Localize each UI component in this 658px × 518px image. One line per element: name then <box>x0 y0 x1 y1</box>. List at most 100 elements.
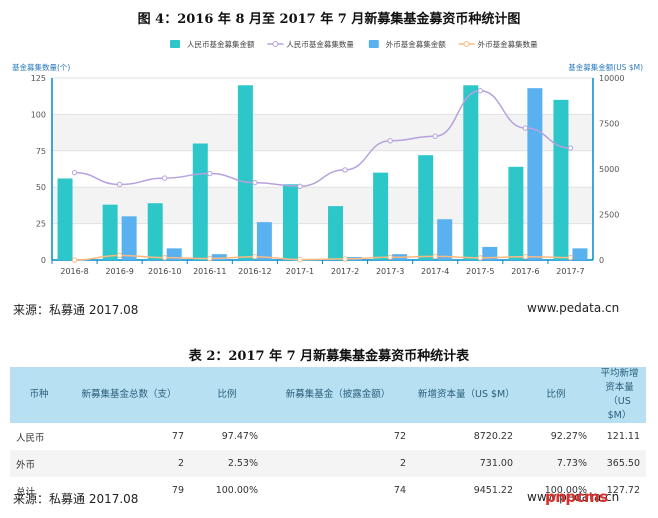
point-rmb-count <box>162 175 168 181</box>
cell-avg-capital: 121.11 <box>606 431 640 442</box>
cell-currency: 人民币 <box>16 432 45 444</box>
x-tick-label: 2016-9 <box>105 267 133 276</box>
point-rmb-count <box>432 133 438 139</box>
x-tick-label: 2016-10 <box>148 267 181 276</box>
legend-label: 外币基金募集数量 <box>478 39 538 49</box>
table-site: www.pedata.cn <box>527 490 620 504</box>
bar-rmb-amount <box>192 143 208 260</box>
point-foreign-count <box>207 255 213 262</box>
right-tick-label: 2500 <box>599 211 619 220</box>
x-tick-label: 2016-8 <box>60 267 88 276</box>
point-foreign-count <box>116 252 123 259</box>
point-foreign-count <box>387 254 393 260</box>
left-axis-title: 基金募集数量(个) <box>12 62 70 72</box>
left-tick-label: 0 <box>41 256 46 265</box>
x-tick-label: 2017-2 <box>331 267 359 276</box>
bar-foreign-amount <box>211 254 227 260</box>
legend-label: 人民币基金募集金额 <box>187 39 255 49</box>
bar-rmb-amount <box>57 178 73 260</box>
table-header-row: 币种 新募集基金总数（支） 比例 新募集基金（披露金额） 新增资本量（US $M… <box>10 367 646 423</box>
table-title: 表 2：2017 年 7 月新募集基金募资币种统计表 <box>188 349 470 364</box>
cell-ratio-1: 100.00% <box>215 485 258 496</box>
cell-fund-count: 2 <box>68 450 190 477</box>
left-tick-label: 100 <box>31 110 46 119</box>
bar-rmb-amount <box>237 85 253 260</box>
cell-ratio-2: 100.00% <box>544 485 587 496</box>
legend-swatch-point <box>463 41 470 47</box>
header-ratio-1: 比例 <box>190 367 264 423</box>
cell-currency: 外币 <box>10 450 68 477</box>
bar-rmb-amount <box>508 166 524 260</box>
figure-site: www.pedata.cn <box>527 301 620 315</box>
cell-currency: 总计 <box>16 486 36 498</box>
cell-ratio-1: 97.47% <box>221 431 258 442</box>
legend-swatch-point <box>272 41 279 47</box>
legend-label: 人民币基金募集数量 <box>286 39 354 49</box>
header-currency: 币种 <box>10 367 68 423</box>
cell-avg-capital: 365.50 <box>593 450 646 477</box>
cell-new-capital: 731.00 <box>412 450 519 477</box>
fund-currency-chart: 0 25 50 75 100 125 0 2500 5000 7500 10000 基金募集数量(个)… <box>12 39 643 276</box>
bar-foreign-amount <box>482 246 498 260</box>
x-tick-label: 2017-5 <box>466 267 494 276</box>
left-tick-label: 125 <box>31 74 46 83</box>
cell-disclosed-funds: 74 <box>393 485 406 496</box>
right-tick-label: 0 <box>599 256 604 265</box>
point-rmb-count <box>297 183 303 189</box>
right-tick-label: 5000 <box>599 165 619 174</box>
cell-fund-count: 79 <box>171 485 184 496</box>
bar-rmb-amount <box>463 85 479 260</box>
header-avg-capital: 平均新增资本量（US $M） <box>593 367 646 423</box>
x-tick-label: 2017-1 <box>286 267 314 276</box>
point-rmb-count <box>116 181 123 188</box>
bar-rmb-amount <box>102 204 118 260</box>
header-new-capital: 新增资本量（US $M） <box>412 367 519 423</box>
table-row: 人民币 77 97.47% 72 8720.22 92.27% 121.11 <box>10 423 646 450</box>
header-fund-count: 新募集基金总数（支） <box>68 367 190 423</box>
cell-disclosed-funds: 72 <box>393 431 406 442</box>
currency-stats-table: 币种 新募集基金总数（支） 比例 新募集基金（披露金额） 新增资本量（US $M… <box>10 367 646 504</box>
grid-band <box>52 114 593 151</box>
x-tick-label: 2016-12 <box>238 267 271 276</box>
bar-rmb-amount <box>328 206 344 260</box>
bar-foreign-amount <box>437 219 453 260</box>
point-foreign-count <box>567 254 574 261</box>
right-tick-label: 7500 <box>599 120 619 129</box>
bar-rmb-amount <box>147 203 163 260</box>
point-rmb-count <box>522 125 529 131</box>
bar-rmb-amount <box>373 172 389 260</box>
point-rmb-count <box>342 167 348 173</box>
cell-new-capital: 8720.22 <box>473 431 513 442</box>
point-rmb-count <box>207 170 213 177</box>
cell-disclosed-funds: 2 <box>264 450 412 477</box>
point-rmb-count <box>252 179 258 186</box>
grid-band <box>52 187 593 224</box>
bar-rmb-amount <box>418 155 434 260</box>
cell-ratio-1: 2.53% <box>190 450 264 477</box>
point-foreign-count <box>252 254 258 260</box>
bar-rmb-amount <box>282 184 298 260</box>
right-tick-label: 10000 <box>599 74 624 83</box>
legend-label: 外币基金募集金额 <box>386 39 446 49</box>
table-row: 外币 2 2.53% 2 731.00 7.73% 365.50 <box>10 450 646 477</box>
bar-foreign-amount <box>121 216 137 260</box>
right-axis-title: 基金募集金额(US $M) <box>568 62 643 72</box>
bar-foreign-amount <box>166 248 182 260</box>
cell-new-capital: 9451.22 <box>473 485 513 496</box>
point-rmb-count <box>567 145 574 151</box>
point-foreign-count <box>522 254 529 260</box>
point-foreign-count <box>342 256 348 262</box>
x-tick-label: 2017-4 <box>421 267 449 276</box>
bar-foreign-amount <box>527 88 543 260</box>
left-tick-label: 75 <box>36 147 46 156</box>
cell-ratio-2: 7.73% <box>519 450 593 477</box>
left-tick-label: 50 <box>36 183 46 192</box>
figure-source: 来源：私募通 2017.08 <box>13 303 139 317</box>
point-foreign-count <box>297 256 303 263</box>
point-foreign-count <box>432 253 438 260</box>
point-rmb-count <box>71 169 78 176</box>
bar-rmb-amount <box>553 99 569 260</box>
point-rmb-count <box>477 88 483 94</box>
line-foreign-count <box>74 254 571 261</box>
cell-fund-count: 77 <box>171 431 184 442</box>
